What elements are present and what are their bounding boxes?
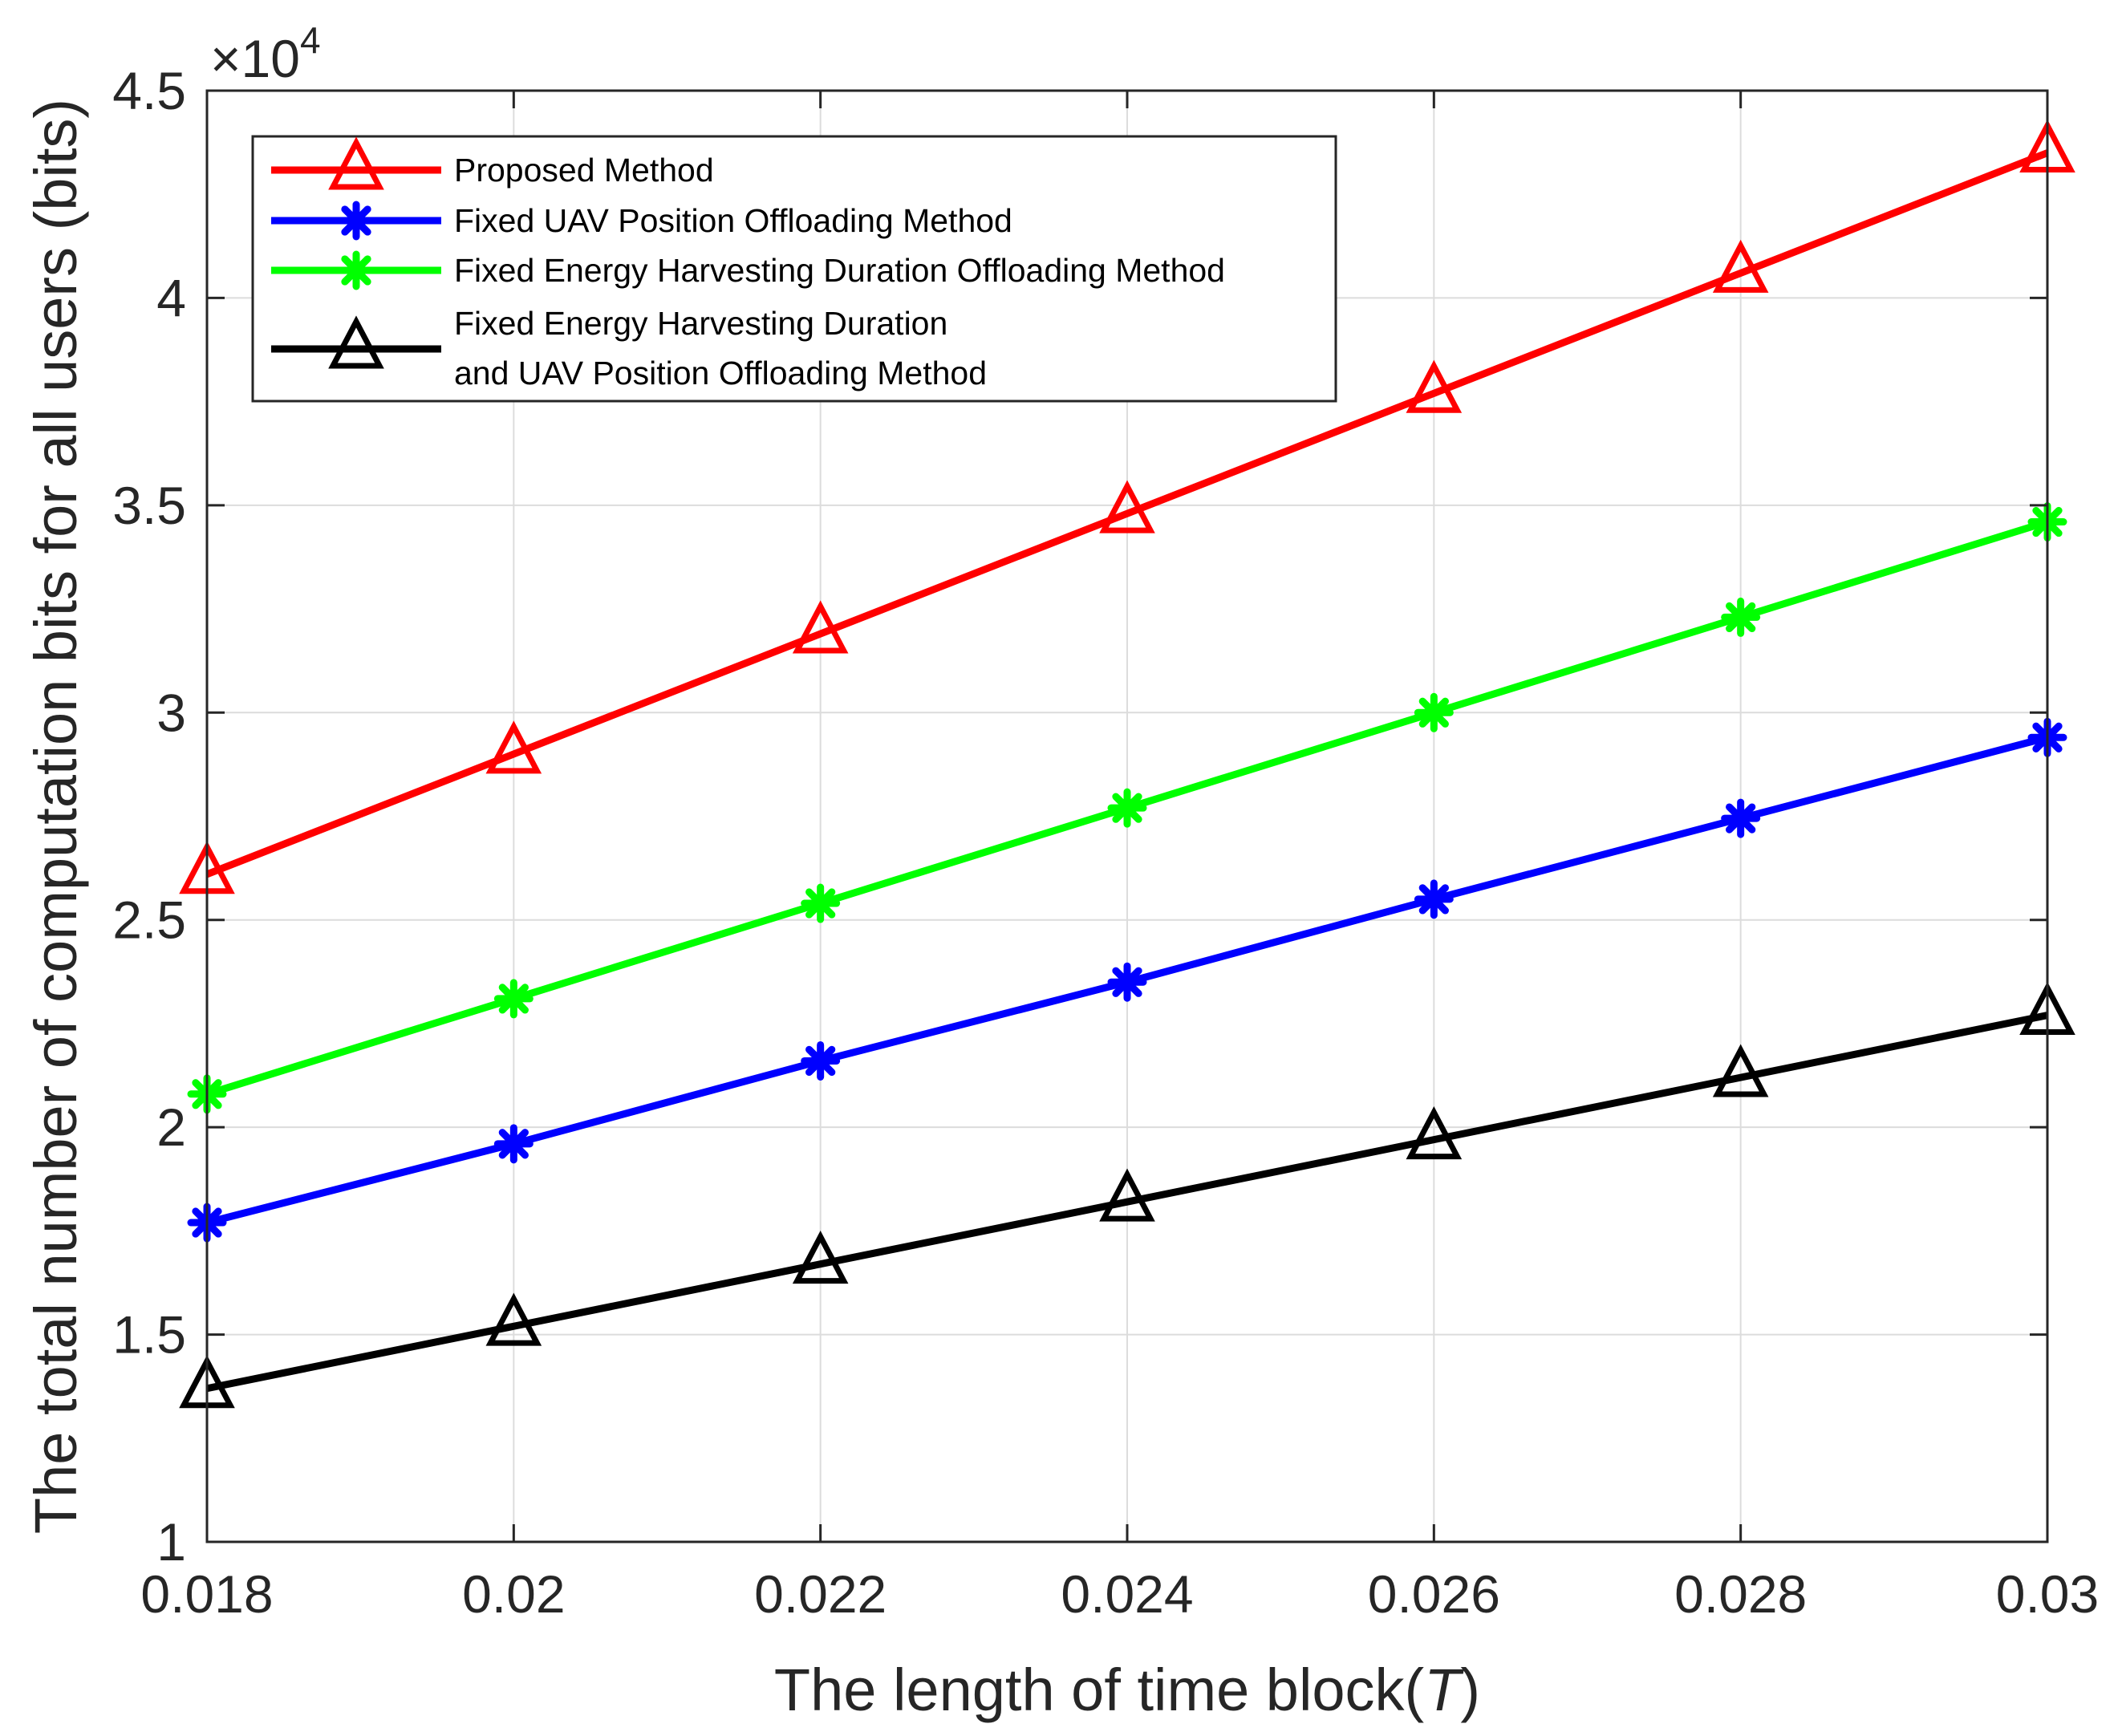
legend-entry-4: Fixed Energy Harvesting Duration and UAV … (271, 305, 987, 391)
legend-label: Proposed Method (454, 152, 714, 189)
asterisk-core (811, 1052, 830, 1070)
x-axis-title-text: The length of time block( (774, 1657, 1425, 1723)
exponent-power: 4 (300, 19, 321, 61)
legend-entry-1: Proposed Method (271, 136, 714, 190)
exponent-base: ×10 (210, 29, 300, 88)
x-tick-labels: 0.018 0.02 0.022 0.024 0.026 0.028 0.03 (140, 1564, 2099, 1624)
x-axis-title-variable: T (1424, 1657, 1464, 1723)
x-axis-title: The length of time block(T) (774, 1657, 1480, 1723)
asterisk-marker (493, 1124, 534, 1164)
y-axis-title: The total number of computation bits for… (22, 99, 89, 1534)
triangle-marker (328, 136, 384, 190)
asterisk-marker (1107, 788, 1147, 828)
x-tick-label: 0.02 (462, 1564, 565, 1624)
y-tick-label: 2.5 (112, 890, 186, 950)
triangle-marker (792, 1231, 849, 1284)
triangle-marker (1406, 1105, 1463, 1160)
y-axis-exponent: ×104 (210, 19, 321, 88)
legend-entry-2: Fixed UAV Position Offloading Method (271, 201, 1012, 241)
x-tick-label: 0.026 (1368, 1564, 1500, 1624)
x-tick-label: 0.028 (1674, 1564, 1807, 1624)
legend-items: Proposed Method Fixed UAV Position Offloa… (271, 136, 1225, 391)
asterisk-marker (493, 979, 534, 1019)
series-line (205, 149, 2049, 878)
asterisk-core (347, 262, 365, 279)
asterisk-core (1731, 608, 1750, 627)
y-tick-label: 3 (156, 683, 186, 742)
y-tick-labels: 1 1.5 2 2.5 3 3.5 4 4.5 (112, 61, 186, 1572)
triangle-marker (1099, 480, 1155, 533)
asterisk-core (505, 1134, 523, 1153)
triangle-marker (1712, 239, 1769, 293)
triangle-marker (792, 600, 849, 654)
x-tick-label: 0.024 (1061, 1564, 1193, 1624)
legend: Proposed Method Fixed UAV Position Offloa… (251, 135, 1337, 403)
asterisk-marker (1414, 692, 1454, 732)
asterisk-core (1425, 890, 1443, 908)
triangle-marker (1099, 1168, 1155, 1222)
series-line (206, 1012, 2048, 1393)
asterisk-marker (801, 883, 841, 923)
legend-label: Fixed UAV Position Offloading Method (454, 202, 1012, 239)
y-tick-label: 2 (156, 1097, 186, 1157)
asterisk-marker (1107, 962, 1147, 1002)
asterisk-core (811, 894, 830, 913)
triangle-marker (1406, 359, 1463, 413)
asterisk-marker (1414, 879, 1454, 919)
triangle-marker (328, 315, 384, 369)
legend-label: Fixed Energy Harvesting Duration (454, 305, 947, 342)
series-3 (187, 502, 2067, 1114)
asterisk-core (1118, 799, 1136, 817)
asterisk-core (347, 212, 365, 229)
asterisk-core (505, 989, 523, 1008)
asterisk-marker (1721, 798, 1761, 838)
legend-label: and UAV Position Offloading Method (454, 355, 987, 391)
legend-label: Fixed Energy Harvesting Duration Offload… (454, 252, 1225, 289)
series-group (179, 119, 2075, 1409)
triangle-marker (485, 1292, 542, 1346)
x-tick-label: 0.018 (140, 1564, 273, 1624)
asterisk-marker (336, 250, 376, 290)
triangle-marker (1712, 1044, 1769, 1097)
y-tick-label: 1 (156, 1512, 186, 1572)
axis-ticks (205, 89, 2049, 1543)
y-tick-label: 1.5 (112, 1305, 186, 1365)
asterisk-core (1425, 704, 1443, 722)
y-tick-label: 4 (156, 268, 186, 327)
asterisk-core (1118, 973, 1136, 992)
asterisk-core (1731, 809, 1750, 828)
x-tick-label: 0.022 (754, 1564, 887, 1624)
legend-entry-3: Fixed Energy Harvesting Duration Offload… (271, 250, 1225, 290)
y-tick-label: 4.5 (112, 61, 186, 120)
asterisk-marker (1721, 597, 1761, 637)
triangle-marker (485, 720, 542, 774)
asterisk-marker (801, 1040, 841, 1081)
x-axis-title-end: ) (1460, 1657, 1480, 1723)
asterisk-marker (336, 201, 376, 241)
y-tick-label: 3.5 (112, 476, 186, 535)
x-tick-label: 0.03 (1996, 1564, 2099, 1624)
